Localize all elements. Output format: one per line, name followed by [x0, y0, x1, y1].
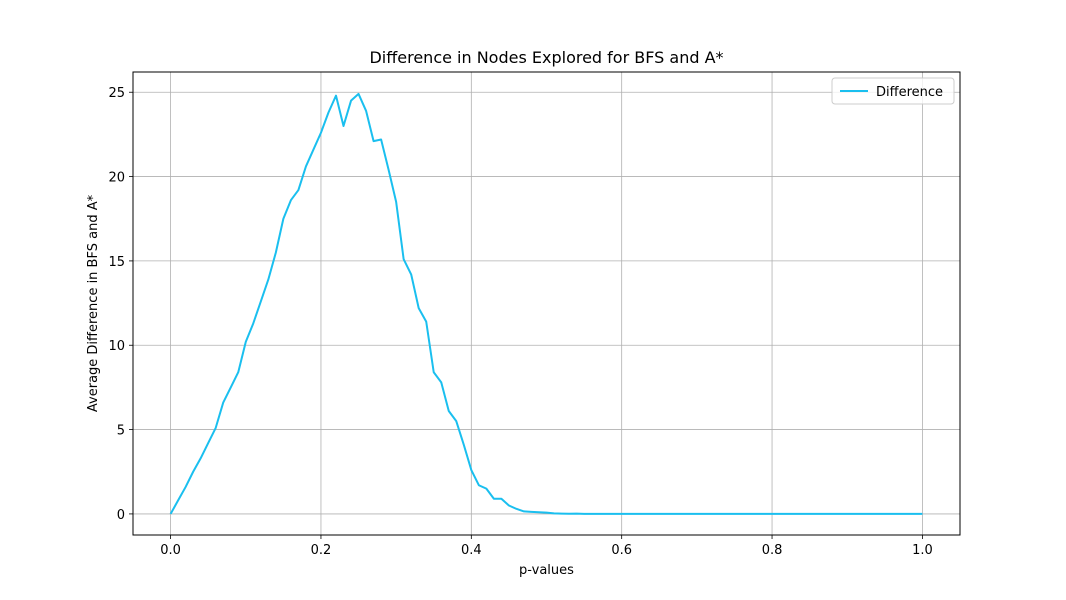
x-tick-label: 0.6	[611, 543, 632, 558]
y-tick-label: 0	[117, 508, 125, 523]
y-tick-label: 10	[108, 339, 125, 354]
plot-frame	[132, 71, 961, 536]
x-tick-label: 0.0	[160, 543, 181, 558]
x-tick-label: 1.0	[912, 543, 933, 558]
y-axis-label: Average Difference in BFS and A*	[86, 194, 101, 412]
y-tick-label: 15	[108, 255, 125, 270]
series-layer	[169, 92, 923, 515]
x-tick-label: 0.4	[461, 543, 482, 558]
chart-title: Difference in Nodes Explored for BFS and…	[369, 48, 723, 67]
x-axis-label: p-values	[519, 563, 574, 578]
ticks: 0.0 0.2 0.4 0.6 0.8 1.0 0 5 10 15 20 25	[108, 86, 932, 558]
y-tick-label: 5	[117, 424, 125, 439]
x-tick-label: 0.2	[311, 543, 332, 558]
x-tick-label: 0.8	[762, 543, 783, 558]
legend-box	[831, 77, 955, 105]
legend-entry-difference: Difference	[876, 85, 943, 100]
y-tick-label: 20	[108, 171, 125, 186]
y-tick-label: 25	[108, 86, 125, 101]
series-line-difference	[169, 92, 923, 515]
legend: Difference	[831, 77, 955, 105]
